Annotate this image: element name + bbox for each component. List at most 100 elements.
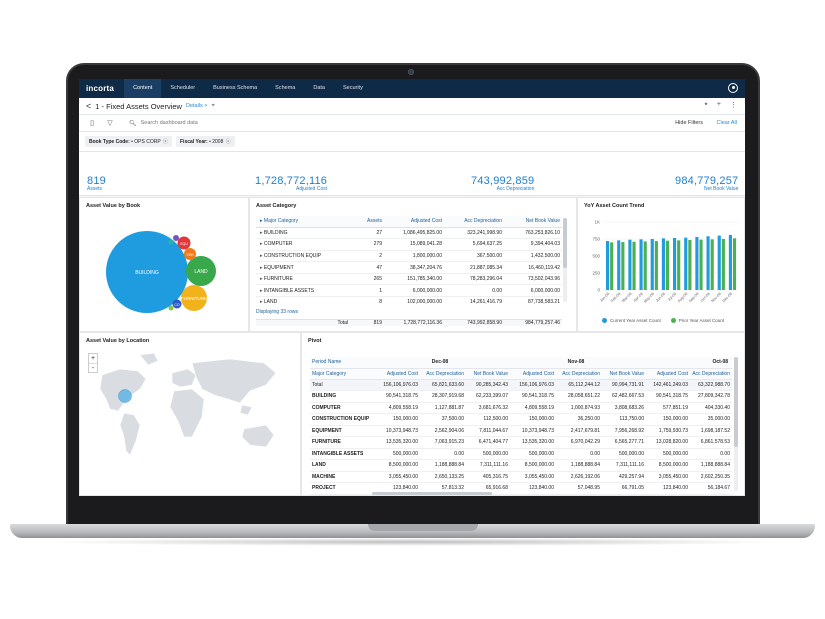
pivot-vscrollbar[interactable]	[734, 357, 738, 491]
category-row[interactable]: ▸ COMPUTER 279 15,089,041.28 5,694,637.25 9,…	[256, 238, 562, 251]
bar-prior[interactable]	[699, 239, 703, 290]
tab-data[interactable]: Data	[313, 85, 325, 91]
filter-icon[interactable]: ▽	[107, 120, 113, 127]
pivot-row[interactable]: EQUIPMENT 10,373,948.73 2,562,904.06 7,811,…	[310, 425, 732, 437]
bar-prior[interactable]	[621, 242, 625, 290]
bar-current[interactable]	[661, 238, 665, 290]
bar-prior[interactable]	[654, 241, 658, 290]
tab-security[interactable]: Security	[342, 85, 363, 91]
bubble-small-1[interactable]	[173, 235, 179, 241]
bar-current[interactable]	[639, 239, 643, 290]
bubble-building[interactable]	[106, 231, 188, 313]
filter-chip-book-type[interactable]: Book Type Code: • OPS CORP ⓧ	[85, 136, 172, 147]
expand-row-icon[interactable]: ▸	[260, 276, 264, 283]
category-row[interactable]: ▸ FURNITURE 265 151,785,340.00 78,283,296.0…	[256, 273, 562, 286]
expand-row-icon[interactable]: ▸	[260, 229, 264, 236]
bar-current[interactable]	[695, 236, 699, 290]
details-link[interactable]: Details >	[185, 103, 208, 109]
bar-prior[interactable]	[610, 242, 614, 290]
world-map[interactable]	[80, 333, 302, 496]
bubble-furniture[interactable]	[181, 285, 207, 311]
hide-filters-button[interactable]: Hide Filters	[675, 120, 703, 126]
expand-row-icon[interactable]: ▸	[260, 252, 264, 259]
expand-row-icon[interactable]: ▸	[260, 241, 264, 248]
pivot-row[interactable]: MACHINE 3,055,450.00 2,650,133.25 405,316.7…	[310, 471, 732, 483]
pivot-subheader[interactable]: Adjusted Cost	[656, 370, 688, 377]
bar-prior[interactable]	[643, 241, 647, 290]
pivot-row[interactable]: LAND 8,500,000.00 1,188,888.84 7,311,111.16…	[310, 460, 732, 471]
bubble-small-3[interactable]	[168, 305, 174, 311]
pivot-subheader[interactable]: Acc Depreciation	[562, 370, 600, 377]
pivot-subheader[interactable]: Acc Depreciation	[426, 370, 464, 377]
bookmark-icon[interactable]: ▯	[90, 120, 94, 127]
pivot-period-dec[interactable]: Dec-08	[431, 359, 449, 366]
search-input[interactable]	[140, 120, 341, 126]
bar-current[interactable]	[606, 241, 610, 290]
expand-icon[interactable]: ▸	[260, 218, 263, 225]
kpi-adjusted-cost[interactable]: 1,728,772,116 Adjusted Cost	[255, 175, 327, 192]
bar-current[interactable]	[673, 237, 677, 290]
pivot-row[interactable]: INTANGIBLE ASSETS 500,000.00 0.00 500,000.0…	[310, 448, 732, 460]
bar-prior[interactable]	[677, 240, 681, 290]
pivot-row[interactable]: PROJECT 123,840.00 57,813.32 65,916.68 123,8…	[310, 483, 732, 494]
pivot-subheader[interactable]: Adjusted Cost	[522, 370, 554, 377]
tab-scheduler[interactable]: Scheduler	[170, 85, 196, 91]
pin-icon[interactable]: ⌖	[211, 102, 215, 109]
expand-row-icon[interactable]: ▸	[260, 264, 264, 271]
pivot-subheader[interactable]: Net Book Value	[609, 370, 644, 377]
bar-current[interactable]	[717, 235, 721, 290]
pivot-subheader[interactable]: Net Book Value	[473, 370, 508, 377]
bar-prior[interactable]	[688, 240, 692, 290]
tab-business-schema[interactable]: Business Schema	[213, 85, 258, 91]
category-row[interactable]: ▸ CONSTRUCTION EQUIP 2 1,800,000.00 367,500…	[256, 250, 562, 263]
bubble-small-2[interactable]	[168, 239, 174, 245]
table-scrollbar[interactable]	[563, 218, 567, 302]
bar-current[interactable]	[650, 239, 654, 290]
kpi-assets[interactable]: 819 Assets	[87, 175, 106, 192]
pivot-subheader[interactable]: Adjusted Cost	[386, 370, 418, 377]
tab-content[interactable]: Content	[124, 79, 162, 98]
col-net-book-value[interactable]: Net Book Value	[525, 218, 560, 225]
location-bubble-us[interactable]	[118, 389, 132, 403]
scrollbar-thumb[interactable]	[563, 218, 567, 268]
pivot-row[interactable]: COMPUTER 4,809,558.19 1,127,881.87 3,681,67…	[310, 402, 732, 414]
share-icon[interactable]: ⭑	[704, 101, 708, 108]
bar-prior[interactable]	[732, 238, 737, 290]
category-row[interactable]: ▸ EQUIPMENT 47 38,347,204.76 21,887,085.34 1…	[256, 261, 562, 274]
bar-current[interactable]	[706, 236, 710, 290]
bar-current[interactable]	[617, 240, 621, 290]
bar-prior[interactable]	[665, 240, 670, 290]
legend-current[interactable]: Current Year Asset Count	[602, 318, 661, 324]
col-adjusted-cost[interactable]: Adjusted Cost	[410, 218, 442, 225]
zoom-in-button[interactable]: +	[89, 355, 97, 364]
scrollbar-thumb[interactable]	[734, 357, 738, 447]
filter-chip-fiscal-year[interactable]: Fiscal Year: • 2008 ⓧ	[176, 136, 235, 147]
user-icon[interactable]	[728, 83, 738, 93]
remove-filter-icon[interactable]: ⓧ	[162, 139, 168, 145]
legend-prior[interactable]: Prior Year Asset Count	[670, 318, 724, 324]
add-icon[interactable]: +	[716, 101, 721, 108]
back-icon[interactable]: <	[86, 101, 92, 111]
bar-current[interactable]	[728, 234, 732, 290]
bubble-land[interactable]	[186, 256, 216, 286]
col-assets[interactable]: Assets	[366, 218, 382, 225]
pivot-period-nov[interactable]: Nov-08	[567, 359, 585, 366]
category-row[interactable]: ▸ BUILDING 27 1,086,495,825.00 323,241,998.…	[256, 227, 562, 240]
bar-current[interactable]	[684, 237, 688, 290]
pivot-row[interactable]: Total 156,106,976.03 65,821,633.60 90,285,3…	[310, 379, 732, 391]
col-major-category[interactable]: ▸ Major Category	[256, 216, 352, 227]
clear-all-button[interactable]: Clear All	[716, 120, 737, 126]
bar-prior[interactable]	[710, 239, 714, 290]
pivot-row[interactable]: CONSTRUCTION EQUIP 150,000.00 37,500.00 112…	[310, 414, 732, 425]
expand-row-icon[interactable]: ▸	[260, 299, 264, 306]
pivot-subheader[interactable]: Acc Depreciation	[692, 370, 730, 377]
bar-current[interactable]	[628, 239, 632, 290]
bubble-veh[interactable]	[184, 248, 196, 260]
bubble-co[interactable]	[172, 299, 182, 309]
col-acc-depreciation[interactable]: Acc Depreciation	[464, 218, 502, 225]
remove-filter-icon[interactable]: ⓧ	[225, 139, 231, 145]
pivot-period-oct[interactable]: Oct-08	[712, 359, 728, 366]
bar-prior[interactable]	[721, 239, 725, 290]
kpi-acc-depreciation[interactable]: 743,992,859 Acc Depreciation	[471, 175, 534, 192]
category-row[interactable]: ▸ LAND 8 102,000,000.00 14,261,416.79 87,738…	[256, 296, 562, 308]
